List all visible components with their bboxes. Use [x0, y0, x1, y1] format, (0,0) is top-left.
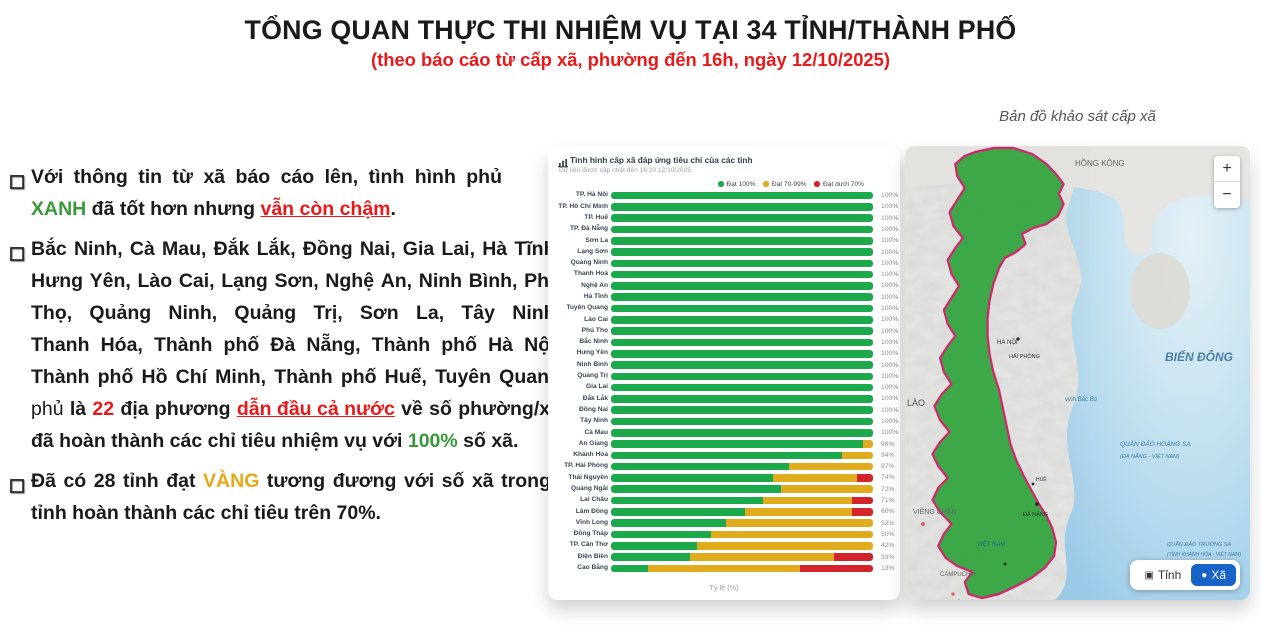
svg-text:VIỆT NAM: VIỆT NAM — [977, 540, 1005, 548]
svg-text:HỒNG KÔNG: HỒNG KÔNG — [1075, 158, 1125, 168]
svg-text:(ĐÀ NẴNG - VIỆT NAM): (ĐÀ NẴNG - VIỆT NAM) — [1120, 452, 1180, 460]
svg-text:ĐÀ NẴNG: ĐÀ NẴNG — [1023, 511, 1048, 518]
svg-text:CAMPUCHIA: CAMPUCHIA — [940, 572, 976, 578]
svg-text:(TỈNH KHÁNH HÒA - VIỆT NAM): (TỈNH KHÁNH HÒA - VIỆT NAM) — [1167, 550, 1241, 558]
svg-text:BIỂN ĐÔNG: BIỂN ĐÔNG — [1165, 349, 1233, 364]
svg-text:QUẦN ĐẢO TRƯỜNG SA: QUẦN ĐẢO TRƯỜNG SA — [1167, 541, 1231, 548]
svg-text:LÀO: LÀO — [907, 398, 925, 408]
svg-text:HUẾ: HUẾ — [1036, 476, 1047, 483]
svg-text:HẢI PHÒNG: HẢI PHÒNG — [1009, 353, 1040, 360]
svg-text:HÀ NỘI: HÀ NỘI — [997, 339, 1018, 346]
svg-text:vịnh Bắc Bộ: vịnh Bắc Bộ — [1065, 396, 1098, 403]
svg-text:VIÊNG CHĂN: VIÊNG CHĂN — [913, 507, 957, 516]
